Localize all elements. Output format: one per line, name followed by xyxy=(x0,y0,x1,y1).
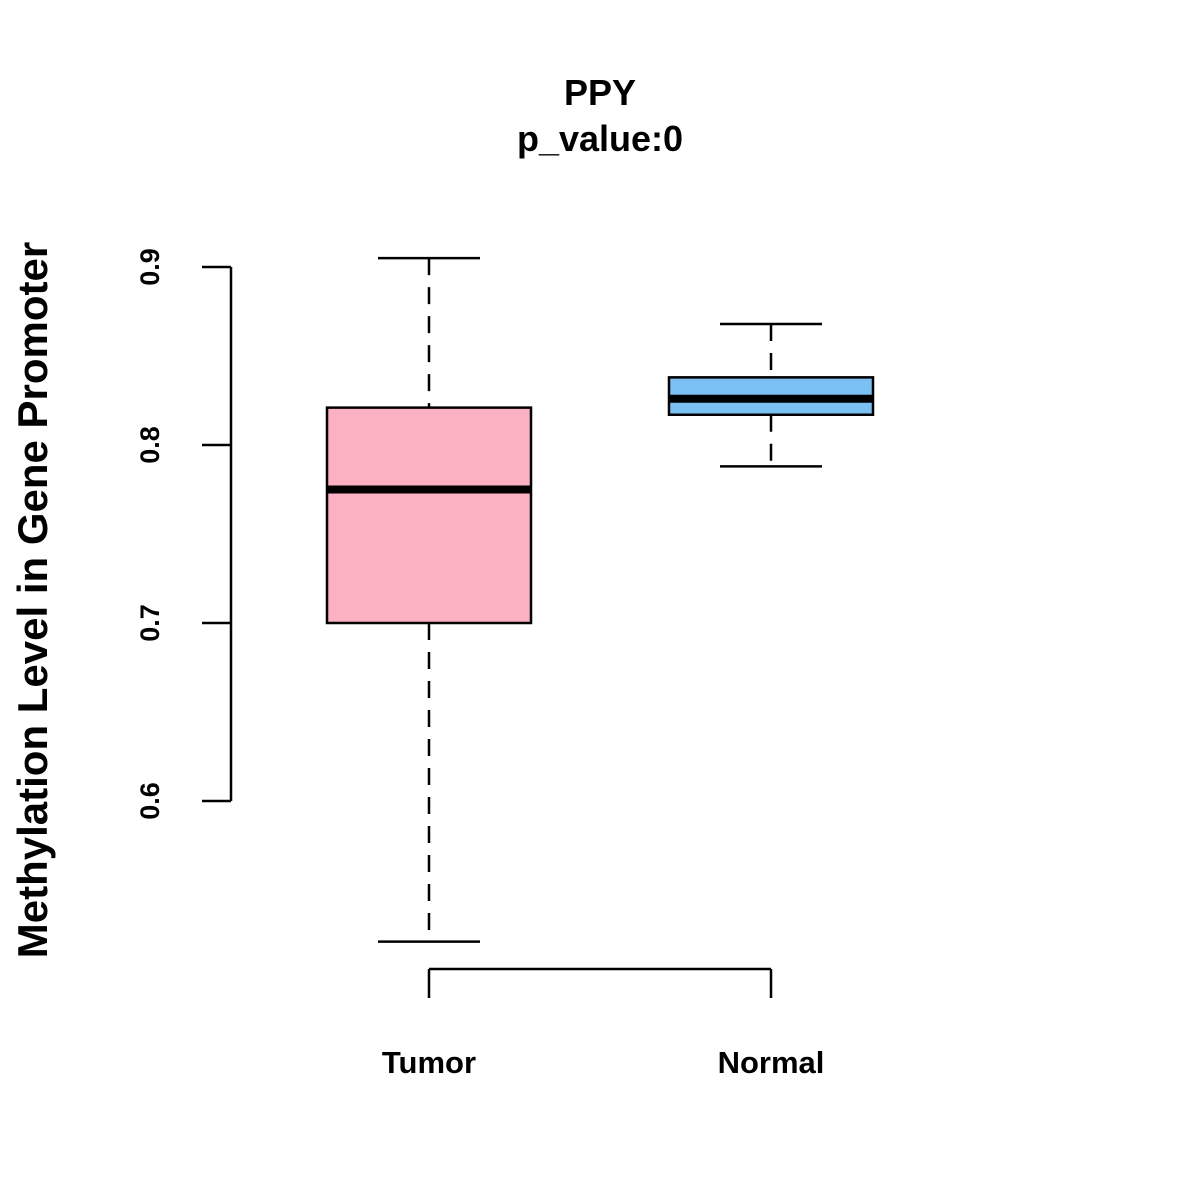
iqr-box xyxy=(325,406,533,625)
y-axis: 0.6 0.7 0.8 0.9 xyxy=(135,248,233,820)
y-tick-label: 0.9 xyxy=(135,248,165,286)
y-tick-label: 0.8 xyxy=(135,426,165,464)
y-axis-label: Methylation Level in Gene Promoter xyxy=(9,242,56,958)
chart-title: PPY xyxy=(564,72,636,113)
x-tick-label: Normal xyxy=(718,1045,825,1080)
boxes xyxy=(325,256,875,943)
x-tick-label: Tumor xyxy=(382,1045,476,1080)
chart-subtitle: p_value:0 xyxy=(517,118,683,159)
box-normal xyxy=(667,322,875,468)
x-axis: Tumor Normal xyxy=(382,967,825,1080)
y-tick-label: 0.7 xyxy=(135,604,165,642)
y-tick-label: 0.6 xyxy=(135,782,165,820)
box-tumor xyxy=(325,256,533,943)
